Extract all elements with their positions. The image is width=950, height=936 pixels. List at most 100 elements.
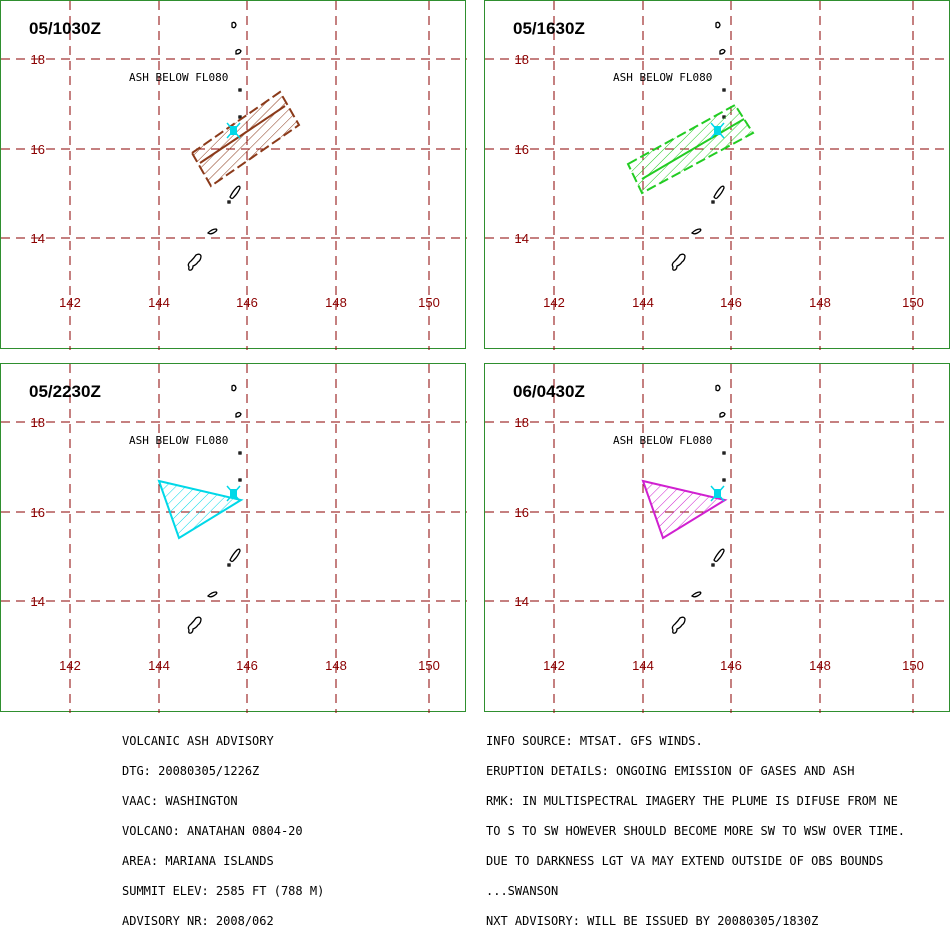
island-outline <box>238 88 242 92</box>
island-outline <box>238 115 242 119</box>
ash-plume-polygon <box>641 479 728 540</box>
longitude-label: 148 <box>325 658 347 673</box>
longitude-label: 150 <box>418 295 440 310</box>
longitude-label: 146 <box>720 295 742 310</box>
island-outline <box>690 591 702 598</box>
longitude-label: 146 <box>720 658 742 673</box>
island-outline <box>187 253 202 271</box>
island-outline <box>231 21 237 29</box>
island-outline <box>238 478 242 482</box>
map-canvas: 142 144 146 148 150 18 16 14 ASH BELOW FL080 <box>1 364 467 713</box>
island-outline <box>713 548 725 563</box>
island-outline <box>206 228 218 235</box>
advisory-line: TO S TO SW HOWEVER SHOULD BECOME MORE SW… <box>486 824 906 838</box>
advisory-line: ADVISORY NR: 2008/062 <box>122 914 274 928</box>
ash-altitude-label: ASH BELOW FL080 <box>613 434 712 447</box>
latitude-label: 18 <box>31 415 45 430</box>
island-outline <box>206 591 218 598</box>
island-outline <box>711 200 715 204</box>
island-outline <box>713 185 725 200</box>
longitude-label: 142 <box>59 658 81 673</box>
island-outline <box>711 563 715 567</box>
longitude-label: 142 <box>59 295 81 310</box>
longitude-label: 144 <box>632 658 654 673</box>
ash-plume-axis <box>641 118 745 180</box>
latitude-label: 14 <box>31 231 45 246</box>
map-canvas: 142 144 146 148 150 18 16 14 ASH BELOW FL080 <box>485 364 950 713</box>
latitude-label: 18 <box>515 52 529 67</box>
advisory-line: VOLCANIC ASH ADVISORY <box>122 734 274 748</box>
panel-time-label: 05/1030Z <box>29 19 101 38</box>
advisory-line: ERUPTION DETAILS: ONGOING EMISSION OF GA… <box>486 764 855 778</box>
volcano-marker-icon <box>226 122 241 139</box>
island-outline <box>722 451 726 455</box>
latitude-label: 18 <box>515 415 529 430</box>
ash-plume-polygon <box>626 103 755 195</box>
longitude-label: 150 <box>902 658 924 673</box>
advisory-line: VOLCANO: ANATAHAN 0804-20 <box>122 824 303 838</box>
island-outline <box>715 21 721 29</box>
advisory-line: ...SWANSON <box>486 884 559 898</box>
island-outline <box>235 411 242 418</box>
longitude-label: 148 <box>809 295 831 310</box>
ash-altitude-label: ASH BELOW FL080 <box>129 71 228 84</box>
map-canvas: 142 144 146 148 150 18 16 14 ASH BELOW FL080 <box>1 1 467 350</box>
advisory-line: SUMMIT ELEV: 2585 FT (788 M) <box>122 884 325 898</box>
longitude-label: 150 <box>418 658 440 673</box>
island-outline <box>715 384 721 392</box>
island-outline <box>187 616 202 634</box>
island-outline <box>229 548 241 563</box>
advisory-line: VAAC: WASHINGTON <box>122 794 238 808</box>
advisory-line: DTG: 20080305/1226Z <box>122 764 260 778</box>
island-outline <box>227 563 231 567</box>
latitude-label: 16 <box>515 505 529 520</box>
longitude-label: 148 <box>809 658 831 673</box>
island-outline <box>671 616 686 634</box>
latitude-label: 14 <box>515 594 529 609</box>
longitude-label: 148 <box>325 295 347 310</box>
island-outline <box>690 228 702 235</box>
island-outline <box>235 48 242 55</box>
latitude-label: 16 <box>31 142 45 157</box>
latitude-label: 16 <box>31 505 45 520</box>
panel-time-label: 05/1630Z <box>513 19 585 38</box>
advisory-line: DUE TO DARKNESS LGT VA MAY EXTEND OUTSID… <box>486 854 884 868</box>
island-outline <box>722 88 726 92</box>
island-outline <box>719 411 726 418</box>
ash-plume-axis <box>199 105 286 164</box>
map-panel-4: 142 144 146 148 150 18 16 14 ASH BELOW FL080 06/… <box>484 363 950 713</box>
ash-plume-polygon <box>157 479 244 540</box>
map-canvas: 142 144 146 148 150 18 16 14 ASH BELOW FL080 <box>485 1 950 350</box>
longitude-label: 146 <box>236 658 258 673</box>
longitude-label: 144 <box>148 658 170 673</box>
latitude-label: 18 <box>31 52 45 67</box>
island-outline <box>227 200 231 204</box>
longitude-label: 144 <box>632 295 654 310</box>
volcano-marker-icon <box>710 122 725 139</box>
longitude-label: 142 <box>543 658 565 673</box>
longitude-label: 142 <box>543 295 565 310</box>
advisory-summary-left: VOLCANIC ASH ADVISORY DTG: 20080305/1226… <box>122 716 324 936</box>
panel-time-label: 05/2230Z <box>29 382 101 401</box>
ash-plume-polygon <box>190 90 301 188</box>
map-panel-3: 142 144 146 148 150 18 16 14 ASH BELOW FL080 05/… <box>0 363 467 713</box>
island-outline <box>671 253 686 271</box>
island-outline <box>719 48 726 55</box>
volcano-marker-icon <box>710 485 725 502</box>
island-outline <box>229 185 241 200</box>
advisory-summary-right: INFO SOURCE: MTSAT. GFS WINDS. ERUPTION … <box>486 716 905 936</box>
map-panel-1: 142 144 146 148 150 18 16 14 ASH BELOW FL080 05/… <box>0 0 467 350</box>
longitude-label: 144 <box>148 295 170 310</box>
island-outline <box>238 451 242 455</box>
map-panel-2: 142 144 146 148 150 18 16 14 ASH BELOW FL080 05/… <box>484 0 950 350</box>
island-outline <box>231 384 237 392</box>
longitude-label: 146 <box>236 295 258 310</box>
latitude-label: 16 <box>515 142 529 157</box>
ash-altitude-label: ASH BELOW FL080 <box>129 434 228 447</box>
ash-altitude-label: ASH BELOW FL080 <box>613 71 712 84</box>
latitude-label: 14 <box>515 231 529 246</box>
island-outline <box>722 478 726 482</box>
advisory-line: AREA: MARIANA ISLANDS <box>122 854 274 868</box>
latitude-label: 14 <box>31 594 45 609</box>
advisory-line: NXT ADVISORY: WILL BE ISSUED BY 20080305… <box>486 914 819 928</box>
